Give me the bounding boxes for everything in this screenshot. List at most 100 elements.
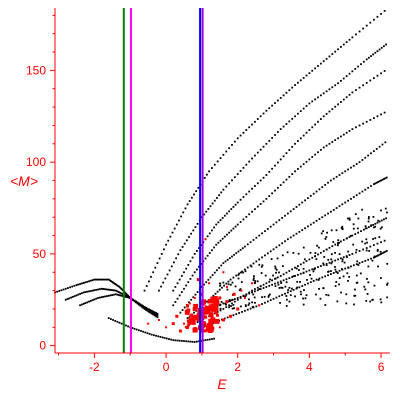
black-point	[341, 227, 344, 230]
black-point	[365, 249, 368, 252]
black-point	[174, 339, 177, 342]
black-point	[178, 339, 181, 342]
black-point	[252, 239, 255, 241]
black-point	[173, 227, 176, 230]
black-point	[327, 181, 329, 184]
black-point	[180, 291, 183, 293]
black-point	[233, 298, 236, 300]
black-point	[226, 316, 229, 319]
black-point	[348, 38, 351, 41]
black-point	[79, 304, 81, 307]
black-point	[183, 242, 186, 245]
black-point	[380, 209, 382, 212]
black-point	[276, 257, 279, 260]
black-point	[259, 285, 262, 288]
black-point	[107, 278, 110, 281]
black-point	[307, 197, 309, 200]
red-point	[211, 329, 214, 332]
black-point	[140, 330, 142, 332]
black-point	[242, 271, 244, 274]
black-point	[288, 277, 291, 280]
black-point	[120, 294, 123, 297]
black-point	[311, 268, 314, 271]
black-point	[266, 252, 269, 255]
black-point	[142, 330, 145, 333]
black-point	[367, 217, 370, 220]
black-point	[113, 282, 116, 285]
red-point	[186, 308, 190, 312]
red-point	[243, 296, 246, 299]
black-point	[369, 21, 372, 24]
black-point	[380, 113, 382, 116]
black-point	[311, 69, 314, 72]
black-point	[366, 241, 368, 244]
black-point	[121, 289, 124, 292]
black-point	[152, 310, 155, 313]
black-point	[222, 188, 225, 191]
black-point	[312, 279, 315, 282]
black-point	[311, 156, 314, 158]
black-point	[372, 224, 375, 226]
black-point	[355, 194, 358, 197]
black-point	[309, 251, 312, 254]
black-point	[329, 270, 332, 273]
black-point	[269, 225, 272, 228]
black-point	[334, 259, 337, 262]
black-point	[280, 282, 283, 284]
black-point	[103, 278, 106, 281]
black-point	[305, 105, 308, 107]
black-point	[288, 120, 291, 123]
black-point	[208, 252, 211, 254]
black-point	[165, 337, 168, 340]
black-point	[82, 291, 85, 294]
black-point	[379, 227, 382, 230]
black-point	[248, 292, 251, 295]
black-point	[245, 163, 248, 166]
black-point	[268, 139, 271, 142]
black-point	[365, 120, 368, 123]
black-point	[251, 301, 254, 304]
black-point	[347, 280, 349, 282]
black-point	[223, 284, 226, 287]
black-point	[275, 296, 278, 299]
black-point	[330, 253, 333, 256]
black-point	[254, 301, 256, 304]
black-point	[374, 182, 377, 185]
black-point	[311, 126, 314, 129]
black-point	[378, 48, 381, 51]
red-point	[214, 306, 219, 311]
black-point	[302, 134, 305, 137]
black-point	[218, 194, 220, 197]
black-point	[285, 178, 288, 181]
black-point	[321, 186, 324, 189]
black-point	[168, 338, 170, 340]
red-point	[147, 322, 150, 325]
black-point	[254, 288, 256, 291]
black-point	[308, 102, 311, 105]
black-point	[226, 212, 228, 215]
black-point	[285, 281, 288, 284]
black-point	[95, 297, 98, 300]
black-point	[338, 205, 341, 208]
black-point	[319, 265, 322, 267]
black-point	[204, 339, 207, 342]
black-point	[386, 283, 388, 286]
black-point	[383, 218, 385, 221]
black-point	[91, 279, 94, 282]
black-point	[289, 290, 292, 293]
black-point	[345, 255, 348, 258]
black-point	[268, 107, 271, 110]
black-point	[192, 229, 195, 232]
black-point	[340, 291, 342, 294]
black-point	[264, 230, 266, 233]
red-point	[165, 326, 168, 329]
black-point	[359, 272, 362, 275]
red-point	[209, 311, 212, 314]
black-point	[178, 219, 180, 222]
black-point	[88, 300, 90, 303]
black-point	[235, 274, 238, 277]
black-point	[111, 280, 113, 283]
black-point	[242, 166, 245, 169]
black-point	[255, 236, 258, 239]
red-point	[240, 289, 243, 292]
